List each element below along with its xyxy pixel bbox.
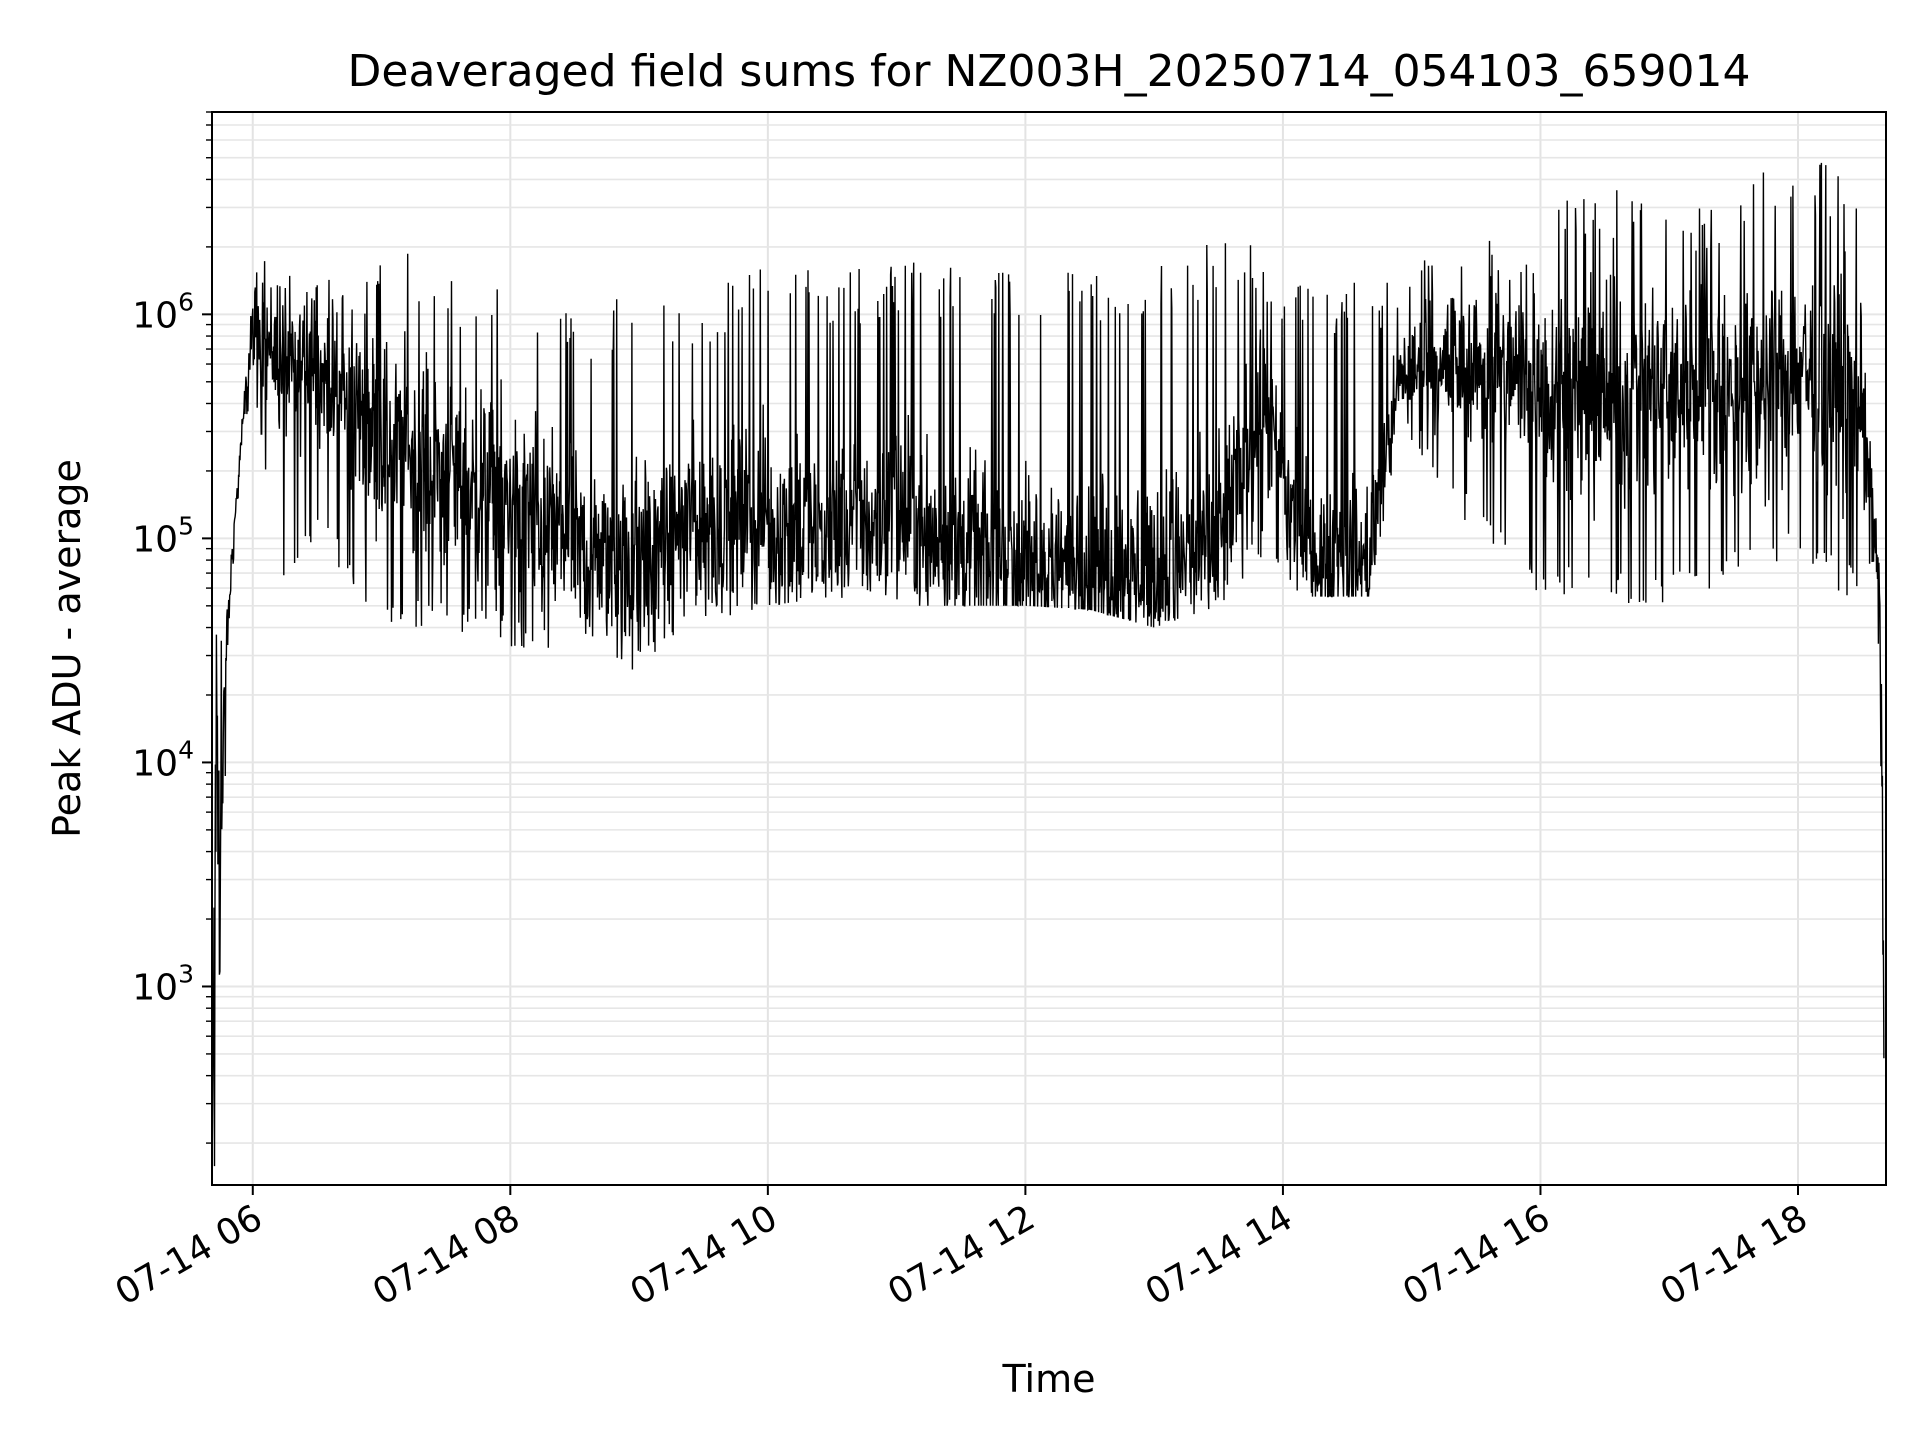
y-tick-label: 104 [132,735,194,784]
plot-frame [211,111,1887,1186]
y-tick-exponent: 3 [178,959,194,988]
y-axis-label: Peak ADU - average [45,459,89,838]
y-tick-exponent: 5 [178,511,194,540]
chart-title: Deaveraged field sums for NZ003H_2025071… [348,46,1751,97]
y-tick-label: 106 [132,287,194,336]
y-tick-base: 10 [132,519,178,560]
y-tick-label: 105 [132,511,194,560]
y-tick-base: 10 [132,967,178,1008]
y-tick-label: 103 [132,959,194,1008]
series-line-peak-adu [211,162,1885,1178]
series-layer [211,162,1885,1178]
y-tick-base: 10 [132,743,178,784]
x-axis-label: Time [1002,1357,1096,1401]
y-tick-exponent: 4 [178,735,194,764]
y-tick-exponent: 6 [178,287,194,316]
y-tick-base: 10 [132,295,178,336]
